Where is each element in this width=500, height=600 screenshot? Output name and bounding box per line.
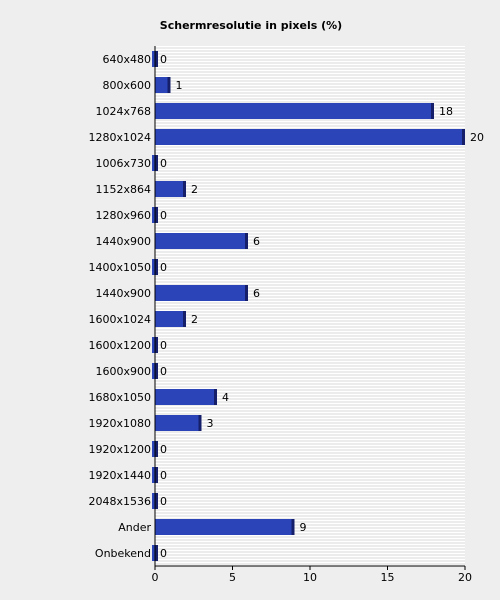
category-label: 1024x768 bbox=[96, 105, 152, 118]
category-label: 1920x1440 bbox=[89, 469, 152, 482]
bar-shade bbox=[155, 545, 158, 561]
x-tick-label: 20 bbox=[458, 571, 472, 584]
category-label: 2048x1536 bbox=[89, 495, 152, 508]
bar-shade bbox=[155, 363, 158, 379]
bar bbox=[155, 311, 186, 327]
bar-shade bbox=[155, 493, 158, 509]
bar bbox=[155, 233, 248, 249]
category-label: 640x480 bbox=[102, 53, 151, 66]
data-label: 0 bbox=[160, 469, 167, 482]
data-label: 0 bbox=[160, 443, 167, 456]
bar bbox=[155, 181, 186, 197]
category-label: 1440x900 bbox=[96, 235, 152, 248]
bar-shade bbox=[245, 233, 248, 249]
bar bbox=[155, 103, 434, 119]
bar-shade bbox=[245, 285, 248, 301]
category-label: 1006x730 bbox=[96, 157, 152, 170]
bar bbox=[155, 389, 217, 405]
bars bbox=[152, 51, 465, 561]
data-label: 0 bbox=[160, 547, 167, 560]
category-label: Onbekend bbox=[95, 547, 151, 560]
data-label: 6 bbox=[253, 235, 260, 248]
category-label: 1280x1024 bbox=[89, 131, 152, 144]
category-label: 1920x1200 bbox=[89, 443, 152, 456]
bar-shade bbox=[183, 311, 186, 327]
data-label: 3 bbox=[207, 417, 214, 430]
bar-shade bbox=[155, 467, 158, 483]
data-label: 9 bbox=[300, 521, 307, 534]
x-tick-label: 0 bbox=[152, 571, 159, 584]
data-label: 1 bbox=[176, 79, 183, 92]
x-tick-label: 10 bbox=[303, 571, 317, 584]
category-label: 1600x1024 bbox=[89, 313, 152, 326]
data-label: 20 bbox=[470, 131, 484, 144]
bar-shade bbox=[167, 77, 171, 93]
bar-shade bbox=[155, 259, 158, 275]
bar-shade bbox=[155, 155, 158, 171]
bar-shade bbox=[462, 129, 465, 145]
category-label: 1280x960 bbox=[96, 209, 152, 222]
data-label: 2 bbox=[191, 313, 198, 326]
chart-title: Schermresolutie in pixels (%) bbox=[160, 19, 342, 32]
bar bbox=[155, 129, 465, 145]
category-label: 1680x1050 bbox=[89, 391, 152, 404]
data-label: 0 bbox=[160, 495, 167, 508]
category-label: 800x600 bbox=[102, 79, 151, 92]
data-label: 0 bbox=[160, 365, 167, 378]
bar-shade bbox=[214, 389, 217, 405]
category-label: 1440x900 bbox=[96, 287, 152, 300]
data-label: 0 bbox=[160, 261, 167, 274]
bar-shade bbox=[198, 415, 202, 431]
bar bbox=[155, 415, 202, 431]
category-label: 1600x900 bbox=[96, 365, 152, 378]
category-label: 1600x1200 bbox=[89, 339, 152, 352]
data-label: 6 bbox=[253, 287, 260, 300]
bar-shade bbox=[183, 181, 186, 197]
data-label: 0 bbox=[160, 209, 167, 222]
data-label: 18 bbox=[439, 105, 453, 118]
data-label: 0 bbox=[160, 53, 167, 66]
data-label: 0 bbox=[160, 157, 167, 170]
category-label: 1400x1050 bbox=[89, 261, 152, 274]
x-tick-label: 15 bbox=[381, 571, 395, 584]
bar-shade bbox=[155, 51, 158, 67]
x-axis-ticks: 0 5 10 15 20 bbox=[152, 566, 472, 584]
bar-shade bbox=[155, 337, 158, 353]
bar-shade bbox=[431, 103, 434, 119]
category-label: 1920x1080 bbox=[89, 417, 152, 430]
data-label: 2 bbox=[191, 183, 198, 196]
x-tick-label: 5 bbox=[229, 571, 236, 584]
bar bbox=[155, 285, 248, 301]
bar-shade bbox=[291, 519, 295, 535]
bar-shade bbox=[155, 207, 158, 223]
category-label: 1152x864 bbox=[96, 183, 152, 196]
bar bbox=[155, 77, 171, 93]
data-label: 4 bbox=[222, 391, 229, 404]
bar-shade bbox=[155, 441, 158, 457]
bar bbox=[155, 519, 295, 535]
category-labels: 640x480 800x600 1024x768 1280x1024 1006x730 1… bbox=[89, 53, 152, 560]
category-label: Ander bbox=[118, 521, 151, 534]
data-label: 0 bbox=[160, 339, 167, 352]
